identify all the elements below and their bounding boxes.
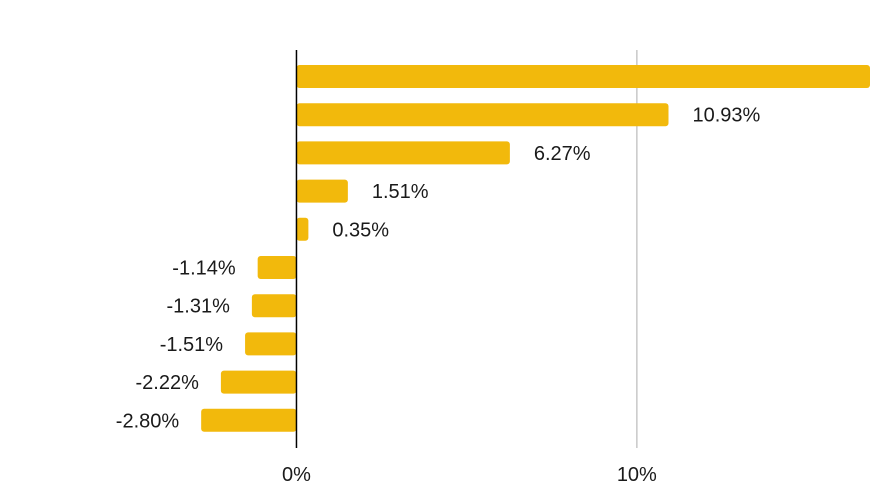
bar-0 xyxy=(296,65,870,88)
data-label-6: -1.31% xyxy=(167,296,231,318)
data-label-2: 6.27% xyxy=(534,143,591,165)
bar-2 xyxy=(296,141,510,165)
bar-4 xyxy=(296,217,309,241)
data-label-9: -2.80% xyxy=(116,410,180,432)
bar-3 xyxy=(296,179,348,203)
bar-7 xyxy=(245,332,297,356)
bar-8 xyxy=(220,370,297,394)
data-label-4: 0.35% xyxy=(332,219,389,241)
x-tick-label-0: 0% xyxy=(282,464,311,486)
data-label-3: 1.51% xyxy=(372,181,429,203)
label-layer: 10.93% 6.27% 1.51% 0.35% -1.14% -1.31% -1.51% -… xyxy=(116,105,761,433)
x-tick-label-1: 10% xyxy=(617,464,657,486)
bar-5 xyxy=(257,256,297,279)
bar-1 xyxy=(296,103,669,127)
bar-layer xyxy=(201,65,870,432)
data-label-7: -1.51% xyxy=(160,334,224,356)
bar-9 xyxy=(201,408,297,432)
data-label-1: 10.93% xyxy=(692,105,760,127)
data-label-8: -2.22% xyxy=(136,372,200,394)
tick-layer: 0% 10% xyxy=(282,464,657,486)
bar-6 xyxy=(251,294,297,318)
data-label-5: -1.14% xyxy=(172,258,236,280)
